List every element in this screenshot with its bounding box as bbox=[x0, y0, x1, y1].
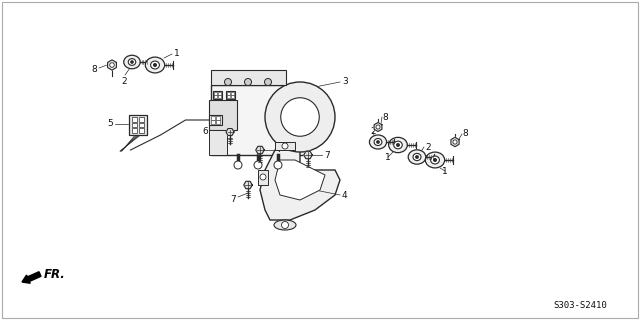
Text: 2: 2 bbox=[425, 142, 431, 151]
Bar bbox=[209, 100, 237, 130]
Circle shape bbox=[265, 82, 335, 152]
Bar bbox=[129, 115, 147, 135]
Text: 8: 8 bbox=[92, 65, 97, 74]
Circle shape bbox=[274, 161, 282, 169]
Ellipse shape bbox=[145, 57, 164, 73]
Ellipse shape bbox=[388, 137, 407, 153]
Bar bbox=[214, 92, 217, 95]
Circle shape bbox=[282, 143, 288, 149]
Text: 2: 2 bbox=[370, 126, 376, 135]
Bar bbox=[216, 116, 220, 120]
Bar bbox=[212, 91, 223, 99]
Text: FR.: FR. bbox=[44, 268, 66, 281]
Bar bbox=[227, 95, 230, 98]
Circle shape bbox=[281, 98, 319, 136]
Bar bbox=[218, 95, 221, 98]
Circle shape bbox=[244, 78, 252, 85]
Circle shape bbox=[264, 78, 271, 85]
Circle shape bbox=[453, 140, 457, 144]
Bar bbox=[275, 142, 295, 150]
Circle shape bbox=[434, 159, 436, 161]
Polygon shape bbox=[275, 160, 325, 200]
Text: 5: 5 bbox=[108, 119, 113, 129]
Ellipse shape bbox=[426, 152, 445, 168]
Text: 8: 8 bbox=[382, 113, 388, 122]
Bar bbox=[140, 117, 144, 122]
Ellipse shape bbox=[150, 61, 159, 69]
Bar bbox=[211, 120, 214, 124]
Circle shape bbox=[225, 78, 232, 85]
Circle shape bbox=[109, 63, 115, 67]
Bar bbox=[132, 117, 137, 122]
Ellipse shape bbox=[274, 220, 296, 230]
Bar bbox=[226, 91, 236, 99]
Bar bbox=[227, 92, 230, 95]
Polygon shape bbox=[374, 123, 382, 132]
Bar bbox=[231, 95, 234, 98]
Bar bbox=[218, 92, 221, 95]
Text: 2: 2 bbox=[121, 77, 127, 86]
Circle shape bbox=[131, 61, 133, 63]
Bar bbox=[209, 130, 227, 155]
Bar bbox=[216, 120, 220, 124]
Ellipse shape bbox=[413, 153, 421, 161]
Bar bbox=[211, 70, 285, 85]
Circle shape bbox=[234, 161, 242, 169]
Bar bbox=[211, 116, 214, 120]
Text: S303-S2410: S303-S2410 bbox=[553, 301, 607, 310]
Text: 1: 1 bbox=[385, 154, 391, 163]
Ellipse shape bbox=[374, 139, 382, 146]
Bar bbox=[214, 95, 217, 98]
Ellipse shape bbox=[369, 135, 387, 149]
Ellipse shape bbox=[124, 55, 140, 69]
Circle shape bbox=[376, 125, 380, 129]
Bar bbox=[132, 123, 137, 127]
Circle shape bbox=[377, 141, 379, 143]
Bar bbox=[140, 123, 144, 127]
Bar bbox=[211, 85, 305, 155]
Text: 1: 1 bbox=[442, 167, 448, 177]
Circle shape bbox=[154, 64, 156, 66]
Bar bbox=[209, 115, 222, 125]
Bar bbox=[258, 170, 268, 185]
Text: 3: 3 bbox=[342, 77, 348, 86]
Polygon shape bbox=[451, 137, 459, 147]
Text: 6: 6 bbox=[202, 127, 208, 137]
Bar bbox=[231, 92, 234, 95]
Circle shape bbox=[416, 156, 418, 158]
Polygon shape bbox=[256, 146, 264, 154]
Polygon shape bbox=[226, 129, 234, 135]
Polygon shape bbox=[304, 151, 312, 159]
Ellipse shape bbox=[394, 141, 403, 149]
Circle shape bbox=[254, 161, 262, 169]
Text: 7: 7 bbox=[230, 195, 236, 204]
Ellipse shape bbox=[431, 156, 440, 164]
Bar bbox=[132, 128, 137, 133]
Circle shape bbox=[282, 221, 289, 228]
FancyArrow shape bbox=[22, 272, 41, 283]
Text: 8: 8 bbox=[462, 130, 468, 139]
Text: 1: 1 bbox=[174, 50, 180, 59]
Circle shape bbox=[260, 174, 266, 180]
Circle shape bbox=[397, 144, 399, 146]
Text: 7: 7 bbox=[276, 146, 282, 155]
Text: 4: 4 bbox=[342, 191, 348, 201]
Text: 7: 7 bbox=[324, 150, 330, 159]
Polygon shape bbox=[244, 181, 252, 189]
Polygon shape bbox=[108, 60, 116, 70]
Ellipse shape bbox=[128, 59, 136, 65]
Polygon shape bbox=[260, 145, 340, 220]
Bar bbox=[140, 128, 144, 133]
Ellipse shape bbox=[408, 150, 426, 164]
